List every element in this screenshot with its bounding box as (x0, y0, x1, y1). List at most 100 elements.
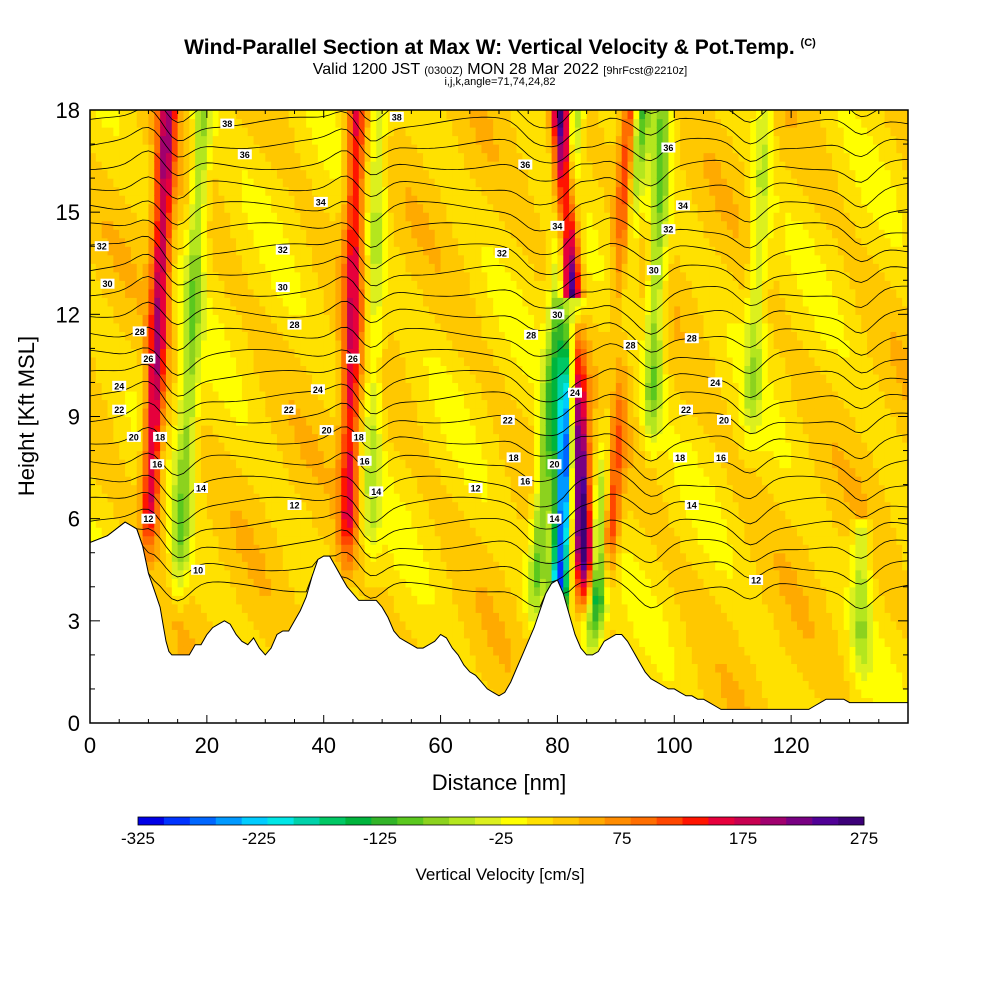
w-cell (370, 407, 377, 418)
w-cell (136, 365, 144, 375)
w-cell (399, 144, 407, 154)
w-cell (130, 297, 138, 307)
w-cell (423, 620, 430, 630)
w-cell (288, 178, 296, 188)
w-cell (463, 535, 471, 545)
w-cell (428, 433, 436, 443)
w-cell (423, 339, 430, 349)
w-cell (423, 161, 430, 171)
w-cell (294, 229, 301, 239)
w-cell (201, 195, 208, 205)
w-cell (364, 510, 372, 520)
w-cell (206, 331, 214, 341)
w-cell (382, 339, 389, 349)
w-cell (469, 178, 477, 188)
w-cell (259, 356, 266, 367)
w-cell (230, 237, 237, 247)
w-cell (428, 152, 436, 162)
w-cell (154, 229, 161, 239)
w-cell (288, 518, 296, 528)
w-cell (212, 484, 220, 494)
w-cell (446, 450, 453, 460)
w-cell (288, 399, 296, 409)
w-cell (130, 314, 138, 324)
w-cell (125, 246, 132, 256)
w-cell (218, 586, 225, 596)
w-cell (212, 331, 220, 341)
w-cell (417, 467, 424, 477)
w-cell (271, 612, 278, 622)
w-cell (294, 527, 301, 537)
w-cell (440, 459, 448, 469)
w-cell (446, 135, 453, 145)
w-cell (458, 595, 465, 605)
w-cell (154, 331, 161, 341)
w-cell (183, 271, 190, 281)
valid-prefix: Valid 1200 JST (312, 61, 420, 78)
w-cell (370, 459, 377, 469)
w-cell (171, 356, 179, 367)
w-cell (417, 476, 424, 486)
w-cell (493, 612, 500, 622)
w-cell (487, 220, 494, 230)
w-cell (113, 212, 120, 222)
w-cell (142, 544, 150, 554)
w-cell (423, 603, 430, 613)
w-cell (212, 254, 220, 264)
w-cell (195, 612, 202, 622)
w-cell (352, 459, 360, 469)
w-cell (90, 467, 97, 477)
w-cell (440, 467, 448, 477)
w-cell (288, 314, 296, 324)
w-cell (347, 425, 354, 435)
w-cell (323, 118, 331, 128)
w-cell (195, 263, 202, 273)
w-cell (236, 169, 243, 179)
w-cell (236, 314, 243, 324)
w-cell (475, 339, 483, 349)
w-cell (428, 356, 436, 367)
w-cell (312, 254, 319, 264)
w-cell (323, 501, 331, 511)
w-cell (329, 518, 336, 528)
w-cell (294, 169, 301, 179)
w-cell (183, 356, 190, 367)
w-cell (358, 467, 366, 477)
w-cell (113, 484, 120, 494)
w-cell (411, 629, 418, 639)
w-cell (312, 271, 319, 281)
w-cell (201, 518, 208, 528)
w-cell (165, 552, 173, 562)
w-cell (212, 135, 220, 145)
w-cell (201, 433, 208, 443)
w-cell (370, 356, 377, 367)
w-cell (171, 305, 179, 315)
w-cell (189, 578, 196, 588)
w-cell (271, 127, 278, 137)
w-cell (101, 110, 109, 120)
w-cell (230, 212, 237, 222)
w-cell (95, 288, 103, 298)
w-cell (206, 203, 214, 213)
w-cell (376, 339, 383, 349)
w-cell (493, 552, 500, 562)
w-cell (119, 331, 126, 341)
w-cell (212, 246, 220, 256)
w-cell (370, 263, 377, 273)
w-cell (171, 637, 179, 647)
w-cell (306, 459, 313, 469)
w-cell (212, 459, 220, 469)
w-cell (300, 569, 307, 579)
w-cell (434, 620, 442, 630)
w-cell (405, 152, 412, 162)
w-cell (352, 339, 360, 349)
w-cell (463, 612, 471, 622)
w-cell (376, 212, 383, 222)
w-cell (90, 135, 97, 145)
w-cell (276, 348, 284, 358)
w-cell (160, 144, 167, 154)
w-cell (230, 450, 237, 460)
w-cell (142, 382, 150, 392)
w-cell (440, 288, 448, 298)
w-cell (347, 535, 354, 545)
